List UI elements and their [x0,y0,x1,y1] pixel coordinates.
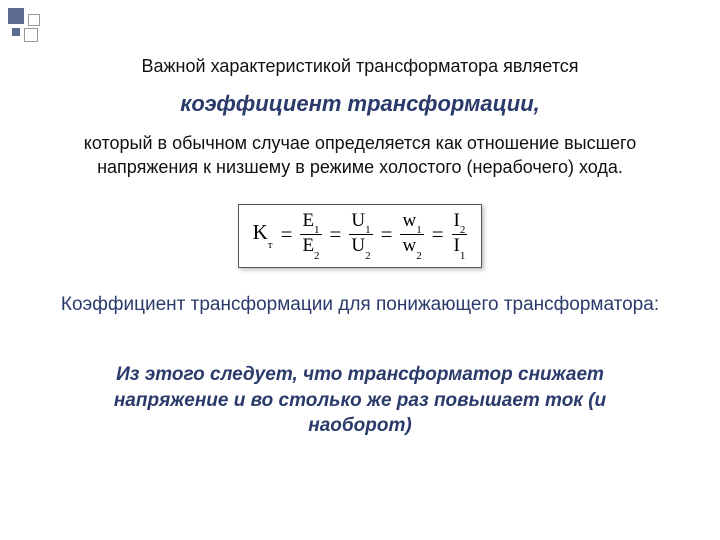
fraction-E: E1 E2 [300,211,321,260]
fraction-w: w1 w2 [400,211,423,260]
term-line: коэффициент трансформации, [60,91,660,117]
term-text: коэффициент трансформации [180,91,533,116]
intro-line: Важной характеристикой трансформатора яв… [60,56,660,77]
term-comma: , [534,91,540,116]
equals-sign: = [381,224,393,245]
fraction-U: U1 U2 [349,211,372,260]
slide-body: Важной характеристикой трансформатора яв… [0,56,720,439]
equals-sign: = [432,224,444,245]
conclusion-text: Из этого следует, что трансформатор сниж… [60,362,660,439]
equals-sign: = [281,224,293,245]
formula-box: Kт = E1 E2 = U1 U2 = w1 w2 = I2 I1 [238,204,483,269]
formula: Kт = E1 E2 = U1 U2 = w1 w2 = I2 I1 [253,211,468,260]
equals-sign: = [330,224,342,245]
formula-lhs: Kт [253,222,273,247]
stepdown-label: Коэффициент трансформации для понижающег… [60,292,660,318]
definition-text: который в обычном случае определяется ка… [60,131,660,180]
fraction-I: I2 I1 [452,211,468,260]
